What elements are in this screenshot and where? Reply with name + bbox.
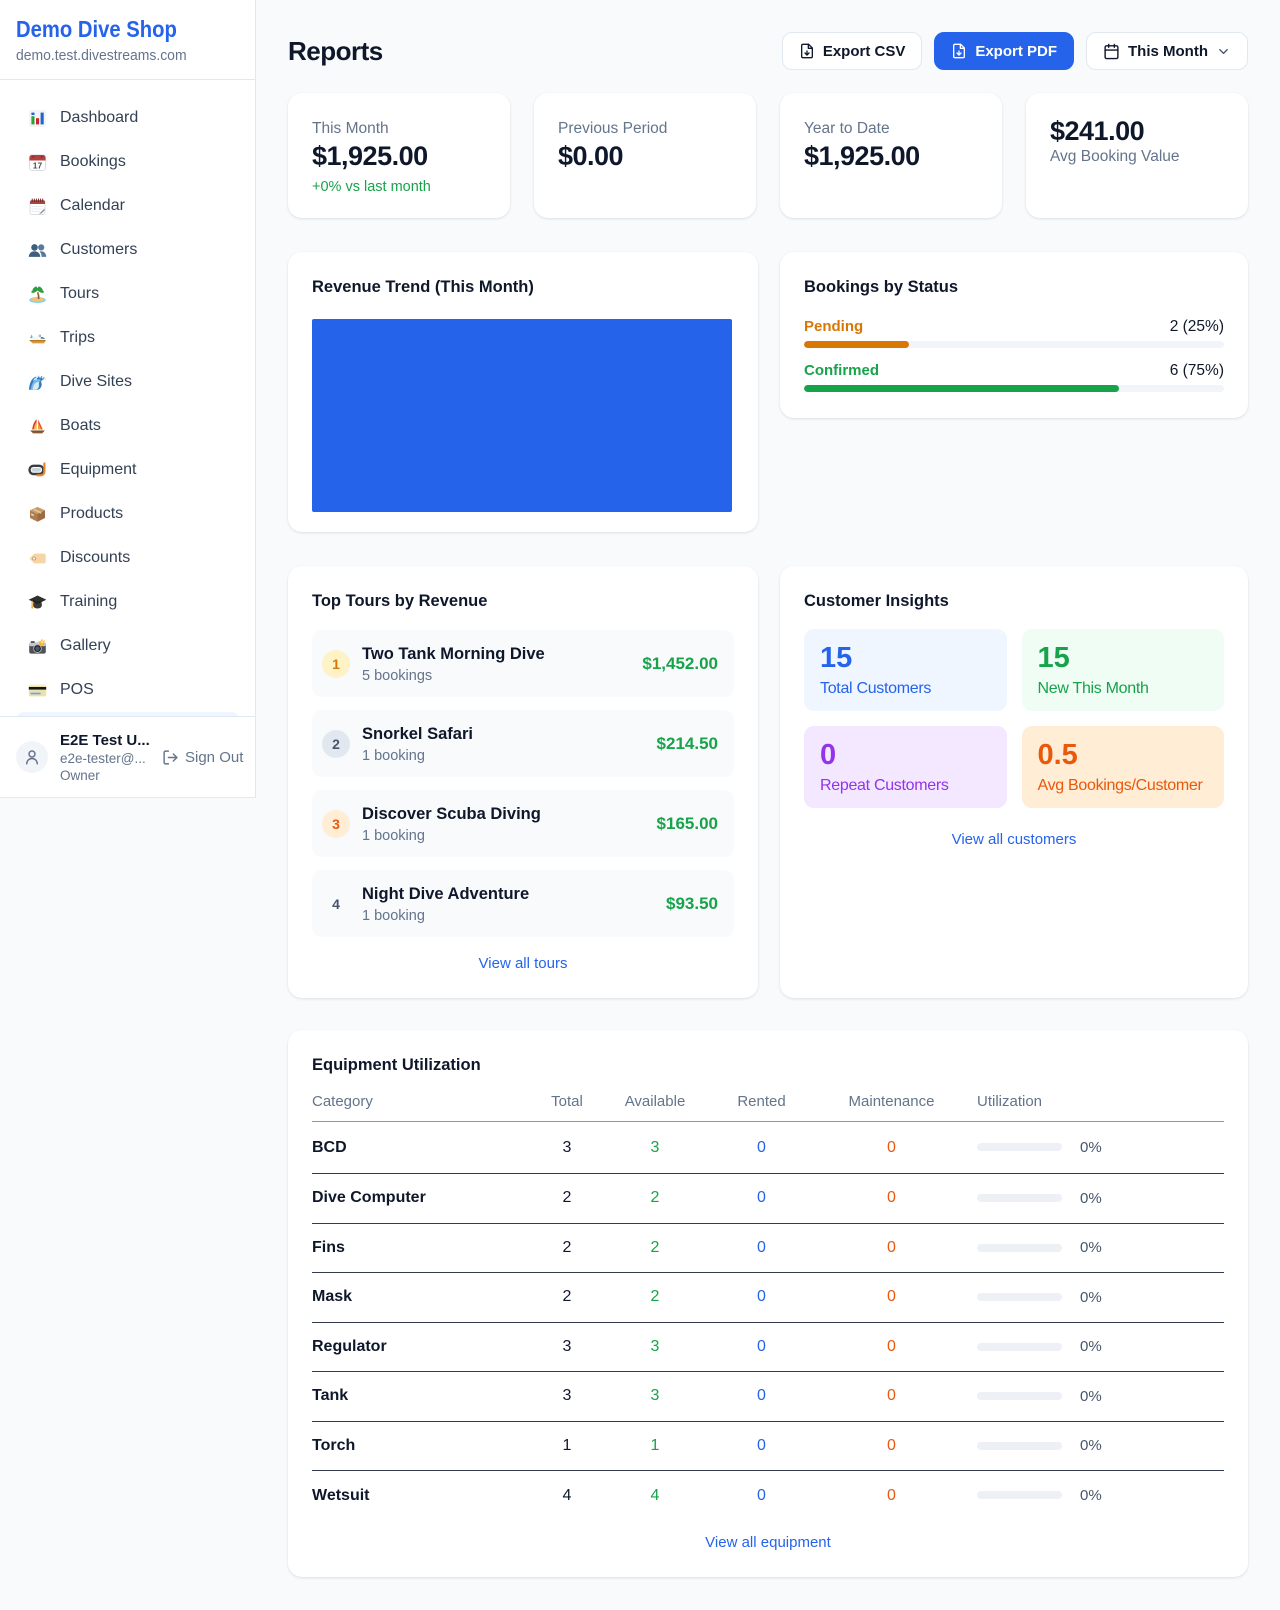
svg-text:17: 17 [33,160,43,170]
